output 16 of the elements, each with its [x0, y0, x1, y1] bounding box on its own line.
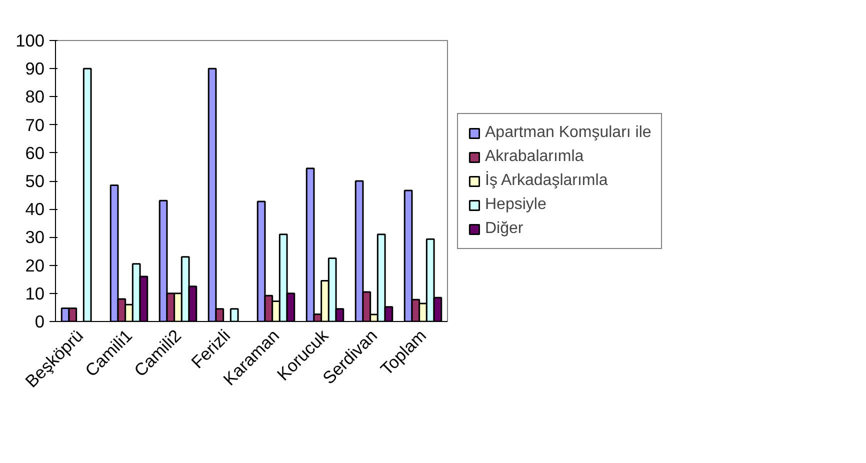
y-tick-label: 30 — [25, 227, 45, 248]
legend-label: İş Arkadaşlarımla — [485, 172, 608, 190]
y-tick-label: 20 — [25, 255, 45, 276]
legend-label: Diğer — [485, 220, 524, 238]
y-tick-label: 50 — [25, 171, 45, 191]
y-tick-label: 40 — [25, 199, 45, 220]
y-tick-label: 80 — [25, 86, 45, 107]
y-tick-label: 0 — [34, 312, 45, 332]
legend-label: Akrabalarımla — [485, 148, 584, 166]
y-tick-label: 10 — [25, 283, 45, 304]
legend-label: Apartman Komşuları ile — [485, 124, 652, 142]
y-tick-label: 100 — [16, 30, 45, 50]
y-tick-label: 90 — [25, 58, 45, 79]
y-tick-label: 70 — [25, 114, 45, 135]
legend-label: Hepsiyle — [485, 196, 546, 214]
y-tick-label: 60 — [25, 142, 45, 163]
